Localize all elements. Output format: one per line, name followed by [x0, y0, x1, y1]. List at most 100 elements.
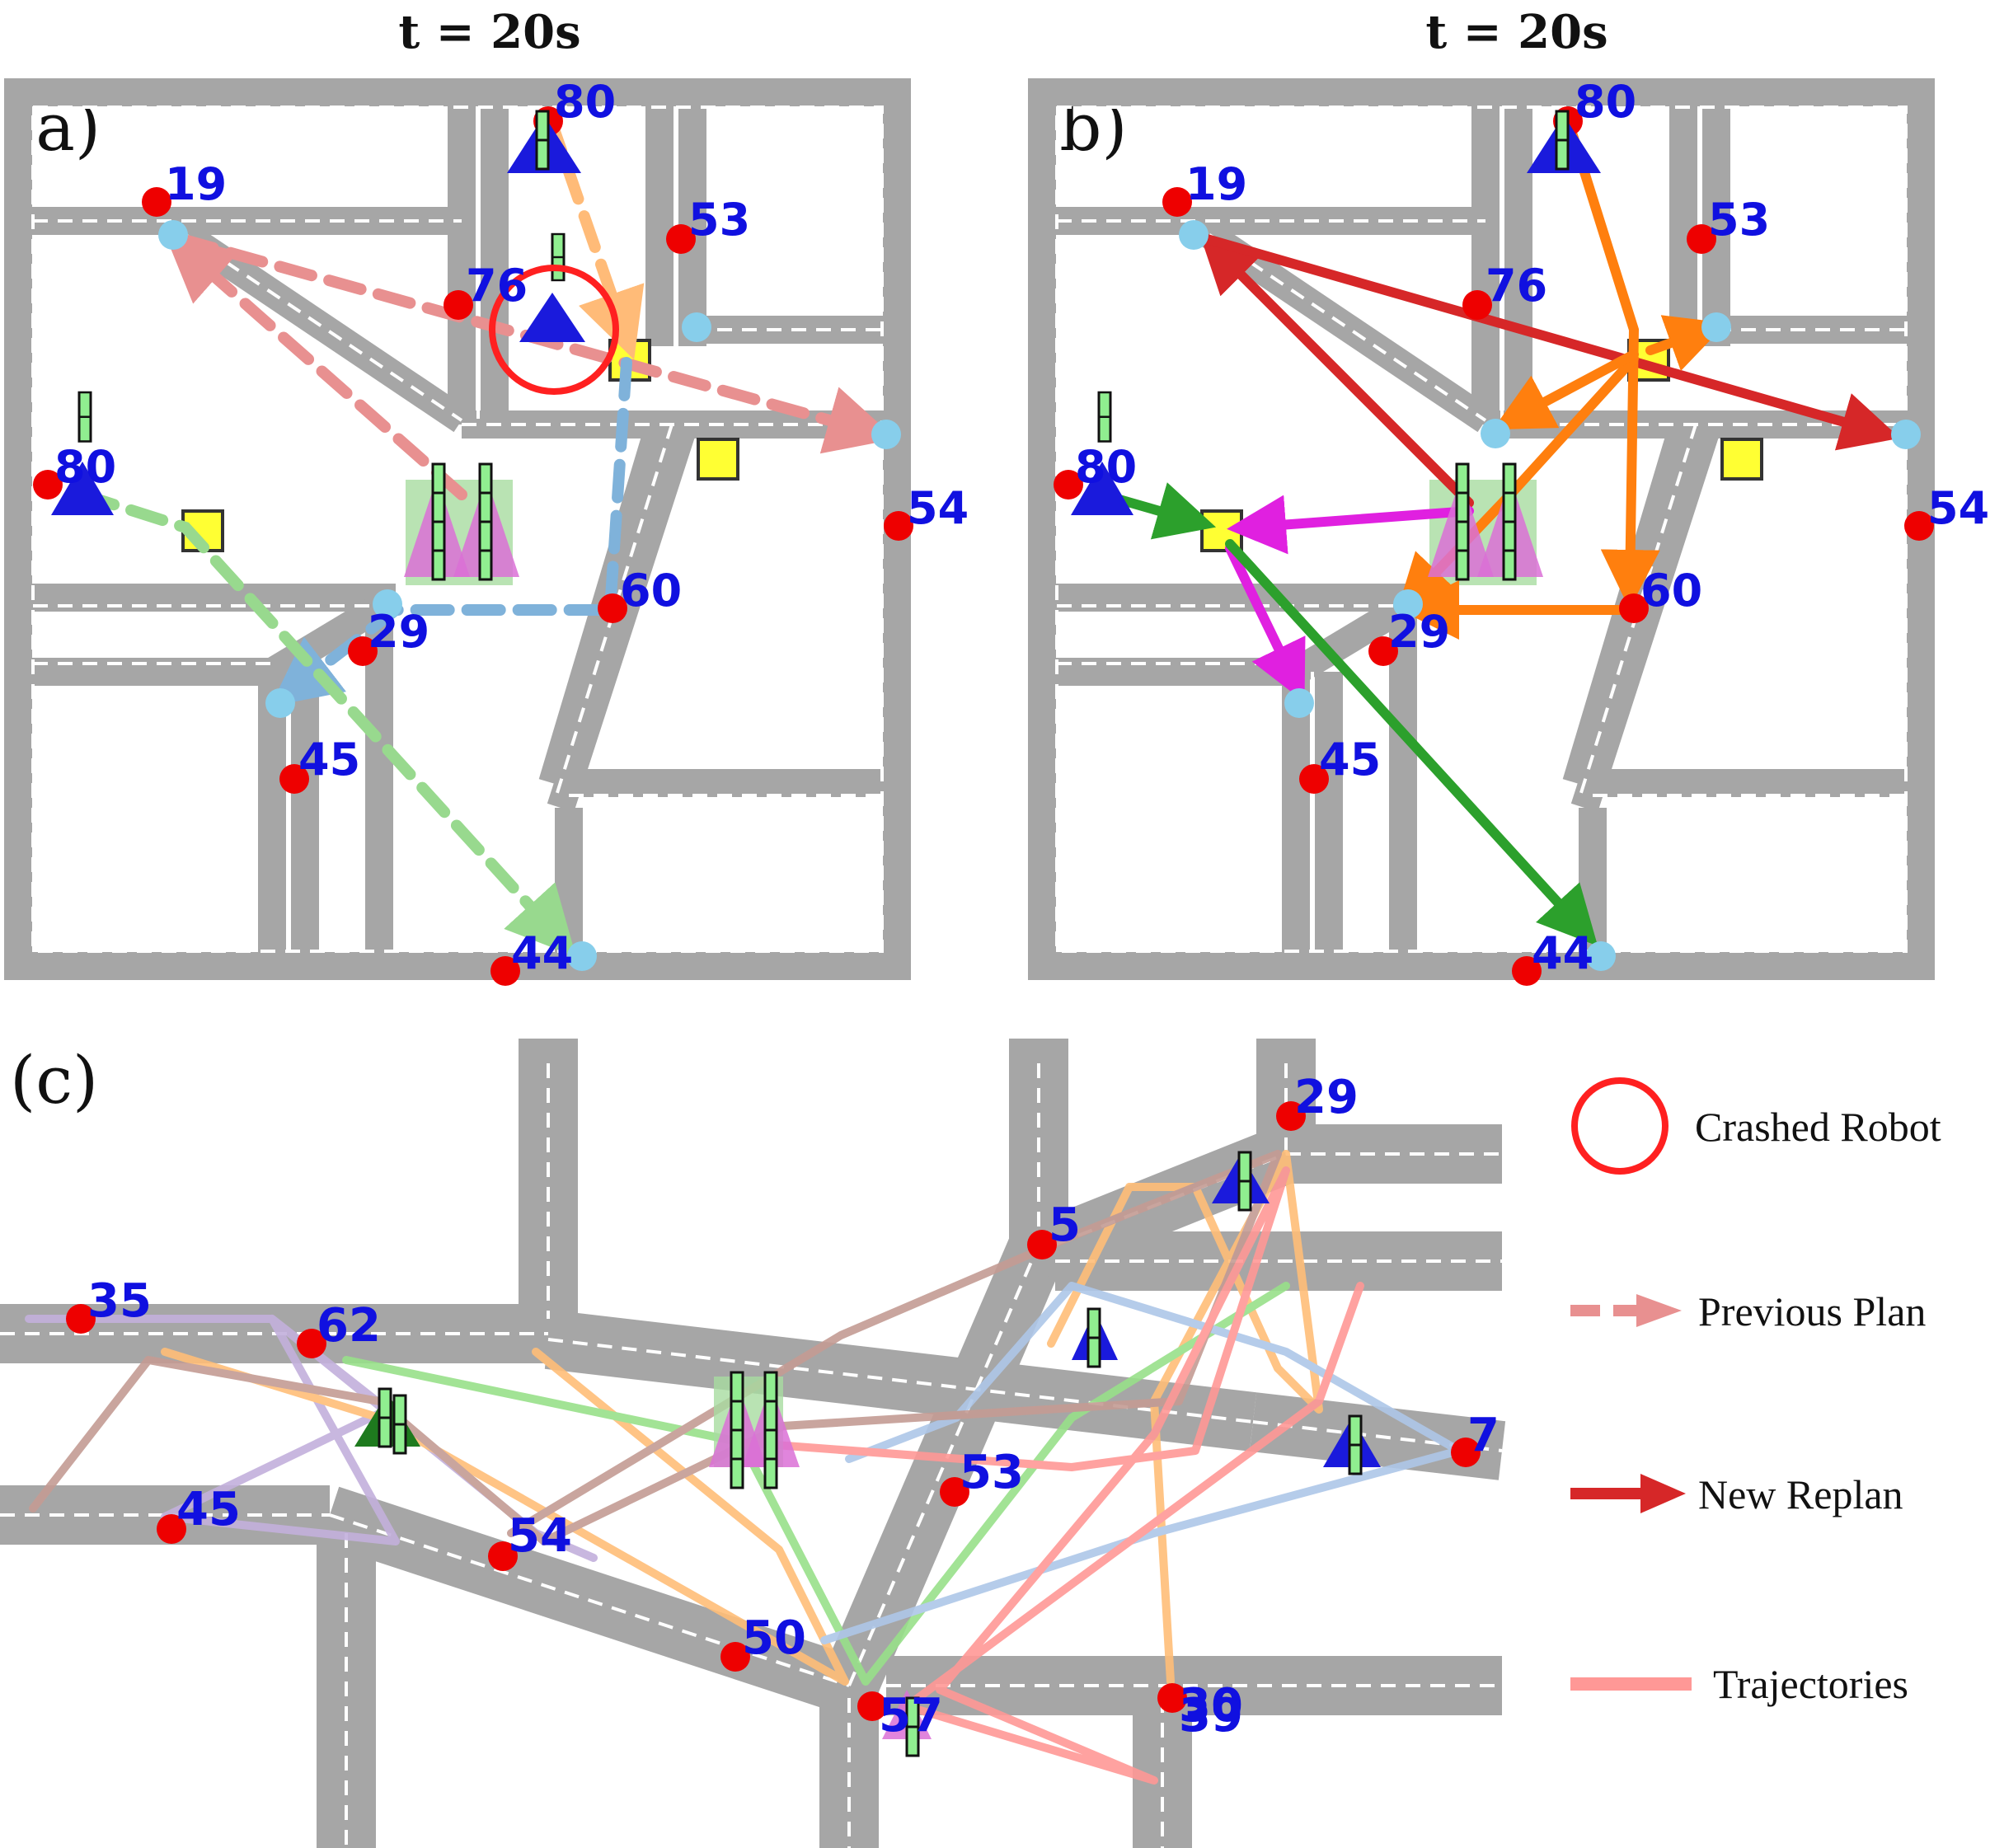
- trajectory-orange-2: [1047, 1150, 1323, 1686]
- panel-label-c: (c): [10, 1042, 98, 1119]
- waypoint-a-3: [871, 420, 901, 449]
- robot-c-3-battery: [1348, 1414, 1363, 1475]
- task-b-60: [1619, 593, 1649, 623]
- task-a-29: [348, 636, 378, 666]
- robot-c-stack-bar-2: [730, 1428, 744, 1489]
- panel-c: 29 5 35 62 7 53 45 54 50 57 30 39: [0, 1039, 1506, 1848]
- task-label-c-62: 62: [317, 1299, 381, 1353]
- waypoint-a-2: [682, 312, 711, 342]
- task-label-c-29: 29: [1294, 1071, 1359, 1124]
- robot-b-2: [1071, 462, 1133, 515]
- trajectory-green: [342, 1282, 1290, 1686]
- waypoint-b-7: [1586, 941, 1616, 971]
- robot-c-2-battery: [1087, 1307, 1101, 1368]
- task-label-a-80-left: 80: [54, 441, 116, 493]
- task-label-a-60: 60: [620, 565, 682, 617]
- task-c-54: [488, 1541, 518, 1571]
- task-label-c-7: 7: [1467, 1409, 1500, 1462]
- task-label-b-44: 44: [1532, 927, 1593, 979]
- replan-arrow-b-6: [1492, 349, 1639, 430]
- task-label-a-80-top: 80: [554, 76, 616, 128]
- waypoint-b-5: [1393, 589, 1423, 619]
- task-a-19: [142, 187, 171, 217]
- task-c-50: [720, 1642, 750, 1672]
- task-label-c-5: 5: [1049, 1198, 1081, 1252]
- task-label-b-54: 54: [1927, 482, 1989, 534]
- legend-replan-label: New Replan: [1698, 1471, 1903, 1517]
- robot-a-1-battery: [535, 110, 550, 171]
- title-b: t = 20s: [1425, 5, 1607, 59]
- prev-arrow-a-1: [164, 232, 467, 500]
- legend-crashed-icon: [1571, 1077, 1669, 1175]
- replan-arrow-b-8: [1227, 495, 1474, 555]
- legend-replan-arrowhead: [1640, 1474, 1686, 1513]
- waypoint-a-6: [567, 941, 597, 971]
- task-b-29: [1368, 636, 1398, 666]
- legend-previous-label: Previous Plan: [1698, 1288, 1926, 1334]
- trajectory-brown: [29, 1150, 1282, 1545]
- task-c-35: [66, 1304, 96, 1334]
- panel-b: 80 19 53 76 80 54 60 29 45 44: [1042, 76, 1989, 986]
- robot-b-stack-bar-2: [1455, 520, 1470, 581]
- task-b-80-left: [1054, 470, 1083, 500]
- task-a-54: [884, 511, 913, 541]
- robot-a-2-battery: [77, 391, 92, 443]
- prev-arrow-a-5: [77, 489, 576, 957]
- robot-c-stack-bar-1: [730, 1371, 744, 1432]
- legend: Crashed Robot Previous Plan New Replan T…: [1570, 1077, 1941, 1707]
- replan-arrow-b-2: [1188, 230, 1901, 451]
- task-label-a-45: 45: [298, 734, 360, 786]
- robot-c-stack-bar-4: [763, 1428, 778, 1489]
- task-b-53: [1687, 224, 1716, 254]
- crashed-robot-marker-a: [489, 265, 619, 395]
- task-label-a-54: 54: [907, 482, 969, 534]
- task-a-44: [490, 956, 520, 986]
- waypoint-a-4: [373, 589, 402, 619]
- robot-a-crashed-battery: [551, 232, 566, 282]
- task-c-29: [1276, 1101, 1306, 1131]
- task-label-b-29: 29: [1388, 606, 1450, 658]
- task-a-76: [444, 290, 473, 320]
- task-label-a-76: 76: [466, 260, 528, 312]
- task-c-45: [157, 1514, 186, 1544]
- task-b-54: [1904, 511, 1934, 541]
- legend-trajectory-label: Trajectories: [1713, 1661, 1908, 1707]
- task-label-a-53: 53: [688, 194, 750, 246]
- task-label-a-44: 44: [511, 927, 573, 979]
- robot-c-4-battery-2: [392, 1394, 407, 1455]
- replan-arrow-b-9: [1225, 543, 1306, 702]
- task-b-44: [1512, 956, 1542, 986]
- waypoint-b-2: [1701, 312, 1731, 342]
- waypoint-a-1: [158, 220, 188, 250]
- task-label-b-45: 45: [1319, 734, 1381, 786]
- robot-a-stack-bar-2: [431, 520, 446, 581]
- robot-b-stack-bar-3: [1502, 462, 1517, 523]
- trajectory-pink: [738, 1166, 1364, 1785]
- task-label-b-19: 19: [1185, 158, 1247, 210]
- robot-a-stack-bar-3: [478, 462, 493, 523]
- task-c-5: [1027, 1230, 1057, 1259]
- robot-a-crashed: [519, 293, 585, 342]
- task-label-a-29: 29: [368, 606, 429, 658]
- robot-b-2-battery: [1097, 391, 1112, 443]
- robot-b-stack-bar-4: [1502, 520, 1517, 581]
- waypoint-a-5: [265, 688, 295, 718]
- replan-arrow-b-3: [1563, 115, 1660, 609]
- replan-arrow-b-1: [1199, 233, 1474, 508]
- task-c-30: [1157, 1683, 1187, 1713]
- robot-b-stack-bar-1: [1455, 462, 1470, 523]
- legend-previous-arrowhead: [1636, 1294, 1682, 1327]
- replan-arrow-b-11: [1225, 539, 1598, 946]
- robot-a-stack-bar-4: [478, 520, 493, 581]
- task-a-53: [666, 224, 696, 254]
- task-a-80-left: [33, 470, 63, 500]
- task-label-c-50: 50: [742, 1611, 806, 1665]
- task-label-c-45: 45: [176, 1483, 241, 1536]
- task-label-c-30: 30: [1179, 1679, 1243, 1733]
- trajectories-c: [25, 1150, 1463, 1785]
- task-a-45: [279, 764, 309, 794]
- task-label-b-80-left: 80: [1075, 441, 1137, 493]
- task-label-a-19: 19: [165, 158, 227, 210]
- task-c-53: [940, 1477, 969, 1507]
